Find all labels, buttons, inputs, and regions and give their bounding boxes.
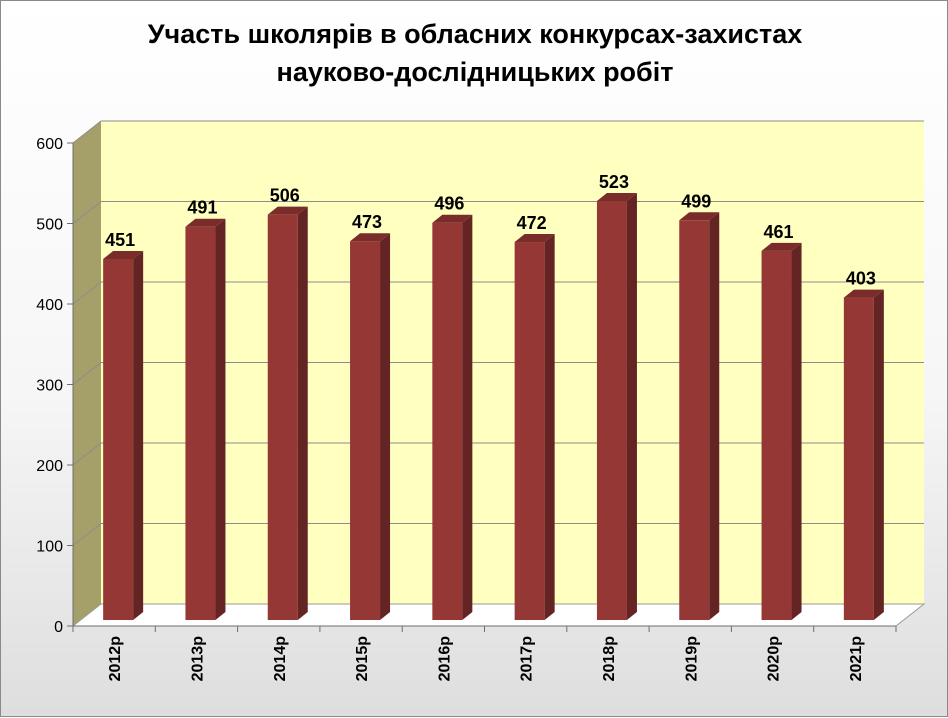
bar-side bbox=[462, 214, 473, 620]
bar-front bbox=[596, 200, 627, 621]
gridline-diagonal bbox=[72, 362, 102, 385]
bar-top bbox=[679, 212, 720, 221]
bar-side bbox=[709, 212, 720, 620]
chart-title-line-1: Участь школярів в обласних конкурсах-зах… bbox=[147, 19, 803, 49]
bar-front bbox=[350, 241, 381, 621]
data-label: 403 bbox=[846, 269, 876, 289]
x-tick-label: 2018р bbox=[601, 636, 618, 682]
bar-side bbox=[133, 250, 144, 620]
y-tick-label: 100 bbox=[36, 539, 63, 556]
bar bbox=[185, 218, 226, 620]
bar-front bbox=[267, 214, 298, 621]
bar-side bbox=[791, 242, 802, 620]
x-tick-label: 2019р bbox=[683, 636, 700, 682]
chart-title: Участь школярів в обласних конкурсах-зах… bbox=[1, 15, 948, 91]
x-tick-label: 2017р bbox=[519, 636, 536, 682]
gridline-diagonal bbox=[72, 201, 102, 224]
bar-top bbox=[185, 218, 226, 227]
data-label: 451 bbox=[105, 230, 135, 250]
bar-front bbox=[185, 226, 216, 620]
bar bbox=[267, 206, 308, 621]
bar-top bbox=[843, 289, 884, 298]
bar-top bbox=[514, 234, 555, 243]
bar-top bbox=[596, 192, 637, 201]
y-tick-label: 0 bbox=[54, 619, 63, 636]
gridline-diagonal bbox=[72, 120, 102, 144]
data-label: 461 bbox=[764, 222, 794, 242]
bar bbox=[843, 289, 884, 620]
y-tick-label: 400 bbox=[36, 297, 63, 314]
x-tick-label: 2016р bbox=[436, 636, 453, 682]
bar bbox=[596, 192, 637, 621]
chart-title-line-2: науково-дослідницьких робіт bbox=[276, 57, 674, 87]
bar bbox=[679, 212, 720, 620]
bar bbox=[761, 242, 802, 620]
x-tick-label: 2021р bbox=[848, 636, 865, 682]
gridline-diagonal bbox=[72, 442, 102, 466]
bar-front bbox=[761, 250, 792, 620]
bar-top bbox=[432, 214, 473, 223]
x-tick-label: 2013р bbox=[189, 636, 206, 682]
gridline-diagonal bbox=[72, 281, 102, 305]
bar bbox=[514, 234, 555, 621]
bar-side bbox=[544, 234, 555, 621]
y-tick-label: 300 bbox=[36, 378, 63, 395]
x-tick-label: 2014р bbox=[272, 636, 289, 682]
data-label: 496 bbox=[434, 194, 464, 214]
data-label: 473 bbox=[352, 212, 382, 232]
data-label: 472 bbox=[517, 213, 547, 233]
axes bbox=[67, 142, 897, 632]
y-tick-label: 600 bbox=[36, 136, 63, 153]
gridline-diagonal bbox=[72, 523, 102, 546]
bar-front bbox=[103, 258, 134, 620]
y-tick-label: 500 bbox=[36, 217, 63, 234]
bar-side bbox=[626, 192, 637, 621]
bar-top bbox=[267, 206, 308, 215]
bar-side bbox=[380, 233, 391, 621]
bar-front bbox=[514, 242, 545, 621]
x-tick-label: 2015р bbox=[354, 636, 371, 682]
bar-front bbox=[432, 222, 463, 620]
data-label: 523 bbox=[599, 172, 629, 192]
bar bbox=[432, 214, 473, 620]
labels: 0 100 200 300 400 500 600 451 2012р 491 2013р 506 20… bbox=[36, 136, 876, 681]
x-tick-label: 2012р bbox=[107, 636, 124, 682]
bar-top bbox=[350, 233, 391, 242]
bar bbox=[103, 250, 144, 620]
data-label: 506 bbox=[270, 186, 300, 206]
bar-top bbox=[761, 242, 802, 251]
bars bbox=[103, 192, 884, 621]
bar-side bbox=[873, 289, 884, 620]
y-tick-label: 200 bbox=[36, 458, 63, 475]
bar-front bbox=[843, 297, 874, 620]
data-label: 491 bbox=[187, 198, 217, 218]
bar-front bbox=[679, 220, 710, 620]
bar-top bbox=[103, 250, 144, 259]
data-label: 499 bbox=[681, 191, 711, 211]
bar bbox=[350, 233, 391, 621]
x-tick-label: 2020р bbox=[766, 636, 783, 682]
bar-side bbox=[297, 206, 308, 621]
bar-side bbox=[215, 218, 226, 620]
